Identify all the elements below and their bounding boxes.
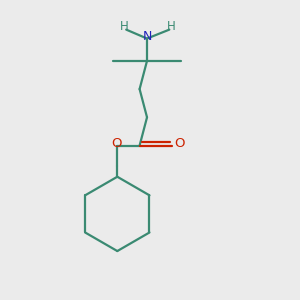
Text: O: O xyxy=(112,137,122,150)
Text: H: H xyxy=(167,20,176,33)
Text: H: H xyxy=(120,20,129,33)
Text: O: O xyxy=(175,137,185,150)
Text: N: N xyxy=(143,30,152,43)
